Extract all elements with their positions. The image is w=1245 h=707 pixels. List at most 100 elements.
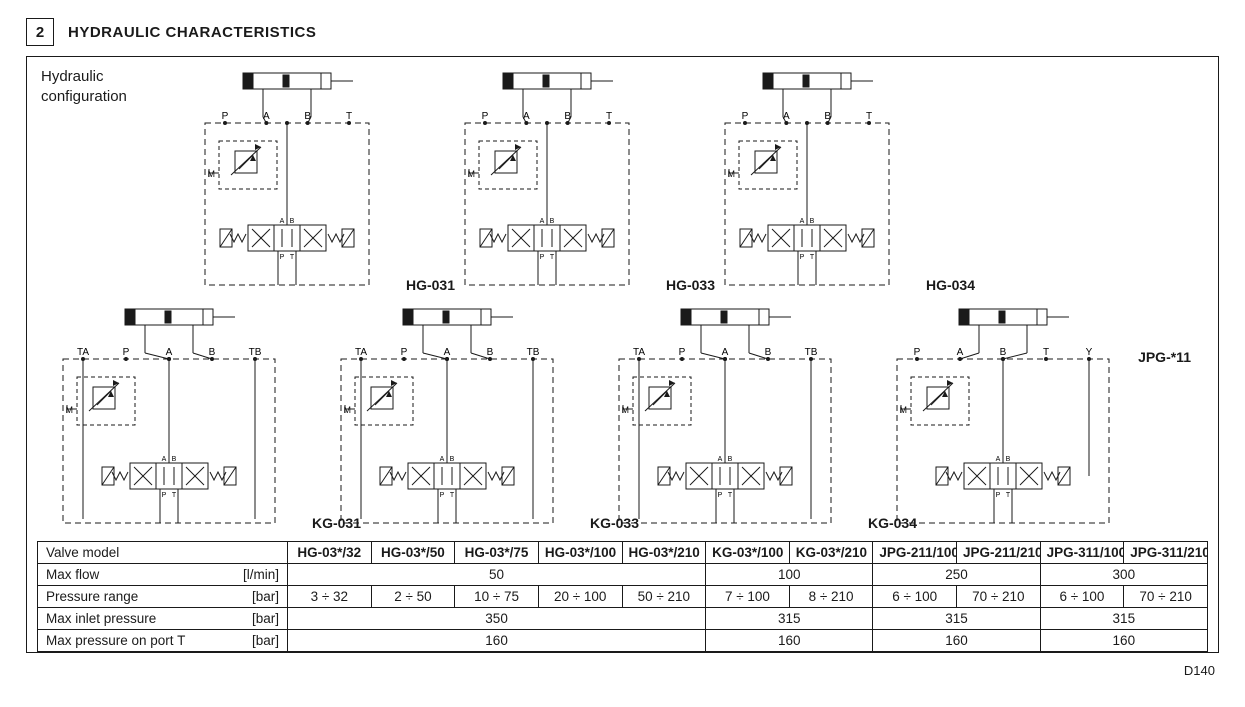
config-label-l2: configuration (41, 88, 127, 105)
cell: 350 (288, 608, 706, 630)
svg-text:P: P (280, 254, 285, 261)
diagram-label-hg034: HG-034 (926, 277, 975, 293)
svg-text:P: P (679, 347, 686, 358)
svg-text:A: A (444, 347, 451, 358)
hydraulic-schematic-jpg11: PABTYMABPT (879, 303, 1127, 535)
hydraulic-schematic-hg033: PABTMABPT (447, 67, 647, 297)
svg-text:A: A (162, 456, 167, 463)
cell: 160 (288, 630, 706, 652)
svg-text:P: P (742, 111, 749, 122)
config-label: Hydraulic configuration (41, 67, 127, 106)
svg-text:B: B (209, 347, 216, 358)
cell: 315 (706, 608, 873, 630)
svg-text:T: T (172, 492, 177, 499)
svg-text:T: T (606, 111, 612, 122)
svg-text:TA: TA (355, 347, 367, 358)
svg-text:A: A (280, 218, 285, 225)
svg-text:A: A (718, 456, 723, 463)
cell: 70 ÷ 210 (1124, 586, 1208, 608)
svg-text:B: B (550, 218, 555, 225)
cell: 7 ÷ 100 (706, 586, 790, 608)
svg-text:B: B (824, 111, 831, 122)
row-label: Max inlet pressure[bar] (38, 608, 288, 630)
svg-text:Y: Y (1086, 347, 1093, 358)
table-row: Pressure range[bar]3 ÷ 322 ÷ 5010 ÷ 7520… (38, 586, 1208, 608)
model-col-4: HG-03*/210 (622, 542, 706, 564)
cell: 300 (1040, 564, 1207, 586)
svg-text:B: B (765, 347, 772, 358)
svg-text:T: T (346, 111, 352, 122)
main-frame: Hydraulic configuration PABTMABPTHG-031P… (26, 56, 1219, 653)
diagram-cell-kg034: TAPABTBMABPTKG-034 (601, 303, 849, 535)
svg-text:A: A (523, 111, 530, 122)
cell: 160 (706, 630, 873, 652)
svg-text:A: A (540, 218, 545, 225)
svg-text:B: B (172, 456, 177, 463)
model-col-2: HG-03*/75 (455, 542, 539, 564)
diagram-cell-hg031: PABTMABPTHG-031 (187, 67, 387, 297)
cell: 3 ÷ 32 (288, 586, 372, 608)
svg-text:T: T (290, 254, 295, 261)
svg-text:B: B (1000, 347, 1007, 358)
svg-text:P: P (401, 347, 408, 358)
svg-text:B: B (1006, 456, 1011, 463)
svg-text:A: A (783, 111, 790, 122)
model-col-7: JPG-211/100 (873, 542, 957, 564)
diagram-cell-kg033: TAPABTBMABPTKG-033 (323, 303, 571, 535)
svg-text:A: A (800, 218, 805, 225)
cell: 160 (873, 630, 1040, 652)
svg-text:A: A (166, 347, 173, 358)
svg-text:TB: TB (249, 347, 262, 358)
cell: 50 (288, 564, 706, 586)
model-col-9: JPG-311/100 (1040, 542, 1124, 564)
svg-text:T: T (450, 492, 455, 499)
svg-text:P: P (162, 492, 167, 499)
cell: 315 (873, 608, 1040, 630)
row-label: Max flow[l/min] (38, 564, 288, 586)
svg-text:P: P (996, 492, 1001, 499)
hydraulic-schematic-hg034: PABTMABPT (707, 67, 907, 297)
diagram-row-1: PABTMABPTHG-031PABTMABPTHG-033PABTMABPTH… (37, 67, 1208, 297)
specs-table: Valve modelHG-03*/32HG-03*/50HG-03*/75HG… (37, 541, 1208, 652)
svg-text:P: P (800, 254, 805, 261)
svg-text:B: B (564, 111, 571, 122)
svg-text:T: T (1043, 347, 1049, 358)
svg-text:P: P (718, 492, 723, 499)
model-col-0: HG-03*/32 (288, 542, 372, 564)
svg-text:B: B (304, 111, 311, 122)
section-header: 2 HYDRAULIC CHARACTERISTICS (26, 18, 1219, 46)
diagram-cell-hg033: PABTMABPTHG-033 (447, 67, 647, 297)
cell: 10 ÷ 75 (455, 586, 539, 608)
svg-text:T: T (728, 492, 733, 499)
svg-text:T: T (810, 254, 815, 261)
cell: 20 ÷ 100 (538, 586, 622, 608)
table-header-label: Valve model (38, 542, 288, 564)
svg-text:TA: TA (633, 347, 645, 358)
page: 2 HYDRAULIC CHARACTERISTICS Hydraulic co… (0, 0, 1245, 707)
model-col-3: HG-03*/100 (538, 542, 622, 564)
cell: 6 ÷ 100 (1040, 586, 1124, 608)
hydraulic-schematic-kg033: TAPABTBMABPT (323, 303, 571, 535)
svg-text:A: A (440, 456, 445, 463)
cell: 6 ÷ 100 (873, 586, 957, 608)
svg-text:B: B (728, 456, 733, 463)
model-col-1: HG-03*/50 (371, 542, 455, 564)
diagram-row-2: TAPABTBMABPTKG-031TAPABTBMABPTKG-033TAPA… (37, 303, 1208, 535)
section-title: HYDRAULIC CHARACTERISTICS (68, 24, 316, 41)
section-number: 2 (36, 24, 44, 41)
svg-text:A: A (722, 347, 729, 358)
svg-text:P: P (123, 347, 130, 358)
model-col-6: KG-03*/210 (789, 542, 873, 564)
cell: 315 (1040, 608, 1207, 630)
diagram-cell-jpg11: PABTYMABPTJPG-*11 (879, 303, 1127, 535)
hydraulic-schematic-kg034: TAPABTBMABPT (601, 303, 849, 535)
svg-text:T: T (1006, 492, 1011, 499)
table-row: Max pressure on port T[bar]160160160160 (38, 630, 1208, 652)
cell: 70 ÷ 210 (957, 586, 1041, 608)
cell: 2 ÷ 50 (371, 586, 455, 608)
section-number-box: 2 (26, 18, 54, 46)
hydraulic-schematic-hg031: PABTMABPT (187, 67, 387, 297)
svg-text:P: P (482, 111, 489, 122)
cell: 8 ÷ 210 (789, 586, 873, 608)
diagrams-area: PABTMABPTHG-031PABTMABPTHG-033PABTMABPTH… (37, 67, 1208, 535)
